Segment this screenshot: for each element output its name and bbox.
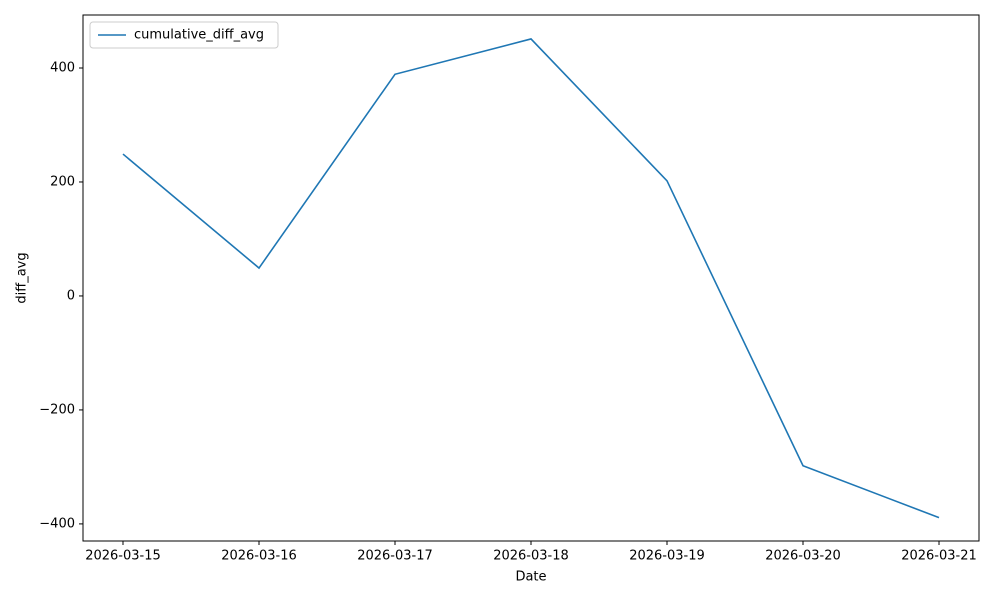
x-tick-label: 2026-03-18 bbox=[493, 549, 569, 564]
x-tick-label: 2026-03-21 bbox=[901, 549, 977, 564]
line-series bbox=[122, 38, 940, 519]
x-tick-label: 2026-03-19 bbox=[629, 549, 705, 564]
plot-frame bbox=[82, 14, 980, 542]
y-axis-label: diff_avg bbox=[15, 252, 30, 303]
y-tick-label: 400 bbox=[50, 60, 75, 75]
x-tick-label: 2026-03-16 bbox=[221, 549, 297, 564]
x-tick-label: 2026-03-17 bbox=[357, 549, 433, 564]
legend-box bbox=[89, 21, 279, 49]
x-tick-label: 2026-03-15 bbox=[85, 549, 161, 564]
y-tick-label: 0 bbox=[67, 288, 75, 303]
x-tick-label: 2026-03-20 bbox=[765, 549, 841, 564]
y-tick-label: 200 bbox=[50, 174, 75, 189]
x-axis-label: Date bbox=[515, 570, 546, 585]
legend-label: cumulative_diff_avg bbox=[134, 28, 264, 43]
y-tick-label: −400 bbox=[39, 516, 75, 531]
y-tick-label: −200 bbox=[39, 402, 75, 417]
